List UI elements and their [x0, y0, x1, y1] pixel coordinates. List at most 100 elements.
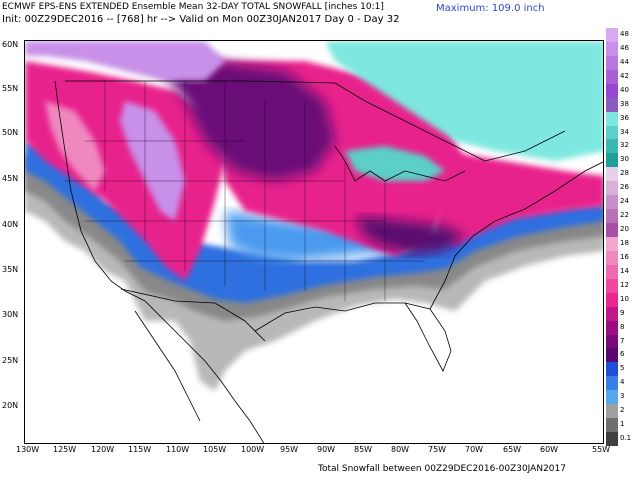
- snow-shade-light-blue: [225, 211, 405, 261]
- colorbar-swatch: [606, 195, 618, 210]
- coastlines-borders: [54, 80, 603, 443]
- colorbar-swatch: [606, 83, 618, 98]
- colorbar-swatch: [606, 418, 618, 433]
- colorbar-label: 9: [620, 308, 625, 317]
- colorbar-label: 44: [620, 57, 629, 66]
- us-canada-border: [65, 80, 566, 162]
- colorbar-swatch: [606, 390, 618, 405]
- colorbar-label: 3: [620, 392, 625, 401]
- lon-label-130w: 130W: [16, 445, 40, 454]
- colorbar-swatch: [606, 223, 618, 238]
- lat-label-55n: 55N: [2, 84, 19, 93]
- maximum-label: Maximum: 109.0 inch: [436, 3, 545, 14]
- colorbar-swatch: [606, 167, 618, 182]
- lat-label-40n: 40N: [2, 220, 19, 229]
- lon-label-120w: 120W: [91, 445, 115, 454]
- colorbar-swatch: [606, 111, 618, 126]
- colorbar-label: 32: [620, 141, 629, 150]
- colorbar-label: 4: [620, 378, 625, 387]
- lat-label-30n: 30N: [2, 310, 19, 319]
- colorbar-swatch: [606, 97, 618, 112]
- colorbar-label: 40: [620, 85, 629, 94]
- colorbar-swatch: [606, 125, 618, 140]
- colorbar-label: 30: [620, 155, 629, 164]
- baja-california: [134, 310, 201, 422]
- colorbar-swatch: [606, 306, 618, 321]
- lon-label-85w: 85W: [354, 445, 373, 454]
- colorbar-swatch: [606, 432, 618, 447]
- snow-shade-purple: [155, 61, 335, 181]
- colorbar-label: 16: [620, 252, 629, 261]
- footer-caption: Total Snowfall between 00Z29DEC2016-00Z3…: [318, 464, 566, 474]
- lat-label-60n: 60N: [2, 40, 19, 49]
- snow-shade-dark-purple: [355, 216, 465, 255]
- colorbar-swatch: [606, 55, 618, 70]
- colorbar-label: 0.1: [620, 434, 632, 443]
- snow-shade-pink-coast: [45, 101, 105, 191]
- lon-label-60w: 60W: [540, 445, 559, 454]
- pacific-coastline: [54, 80, 265, 443]
- lon-label-70w: 70W: [465, 445, 484, 454]
- snowfall-shading: [25, 41, 603, 391]
- colorbar-swatch: [606, 250, 618, 265]
- snow-shade-cyan-northeast: [325, 41, 603, 161]
- snowfall-map-graphic: [25, 41, 603, 443]
- lat-label-35n: 35N: [2, 265, 19, 274]
- colorbar-label: 2: [620, 406, 625, 415]
- colorbar-swatch: [606, 404, 618, 419]
- lat-label-20n: 20N: [2, 401, 19, 410]
- lat-label-45n: 45N: [2, 174, 19, 183]
- colorbar-swatch: [606, 139, 618, 154]
- colorbar-label: 28: [620, 169, 629, 178]
- colorbar-label: 22: [620, 211, 629, 220]
- colorbar-label: 26: [620, 183, 629, 192]
- colorbar-label: 10: [620, 294, 629, 303]
- colorbar-swatch: [606, 209, 618, 224]
- colorbar-swatch: [606, 376, 618, 391]
- colorbar-swatch: [606, 320, 618, 335]
- colorbar-label: 12: [620, 280, 629, 289]
- lon-label-125w: 125W: [53, 445, 77, 454]
- snow-shade-cyan-lakes: [345, 146, 445, 181]
- colorbar-swatch: [606, 348, 618, 363]
- lon-label-100w: 100W: [241, 445, 265, 454]
- lon-label-80w: 80W: [391, 445, 410, 454]
- colorbar-label: 8: [620, 322, 625, 331]
- lon-label-110w: 110W: [166, 445, 190, 454]
- colorbar-label: 42: [620, 71, 629, 80]
- colorbar-label: 38: [620, 99, 629, 108]
- colorbar-label: 1: [620, 420, 625, 429]
- us-mexico-border: [120, 288, 266, 342]
- atlantic-coastline: [429, 161, 603, 310]
- lon-label-65w: 65W: [503, 445, 522, 454]
- lon-label-90w: 90W: [317, 445, 336, 454]
- snow-shade-lavender-canada: [25, 41, 225, 81]
- colorbar-label: 46: [620, 43, 629, 52]
- map-title: ECMWF EPS-ENS EXTENDED Ensemble Mean 32-…: [2, 2, 384, 12]
- snowfall-map: [24, 40, 604, 444]
- snow-shade-lavender-rockies: [120, 101, 185, 221]
- colorbar-swatch: [606, 362, 618, 377]
- colorbar-swatch: [606, 278, 618, 293]
- colorbar-swatch: [606, 153, 618, 168]
- colorbar-swatch: [606, 181, 618, 196]
- snow-shade-magenta-east: [435, 151, 603, 246]
- colorbar-label: 14: [620, 266, 629, 275]
- lat-label-50n: 50N: [2, 128, 19, 137]
- colorbar-label: 7: [620, 336, 625, 345]
- lon-label-75w: 75W: [428, 445, 447, 454]
- colorbar-swatch: [606, 334, 618, 349]
- colorbar-label: 18: [620, 238, 629, 247]
- colorbar-swatch: [606, 292, 618, 307]
- lon-label-105w: 105W: [203, 445, 227, 454]
- colorbar-swatch: [606, 264, 618, 279]
- colorbar-label: 48: [620, 29, 629, 38]
- colorbar-label: 6: [620, 350, 625, 359]
- lon-label-95w: 95W: [280, 445, 299, 454]
- colorbar-label: 20: [620, 225, 629, 234]
- colorbar-label: 34: [620, 127, 629, 136]
- colorbar-label: 36: [620, 113, 629, 122]
- state-lines: [65, 81, 425, 301]
- colorbar-label: 5: [620, 364, 625, 373]
- colorbar-swatch: [606, 41, 618, 56]
